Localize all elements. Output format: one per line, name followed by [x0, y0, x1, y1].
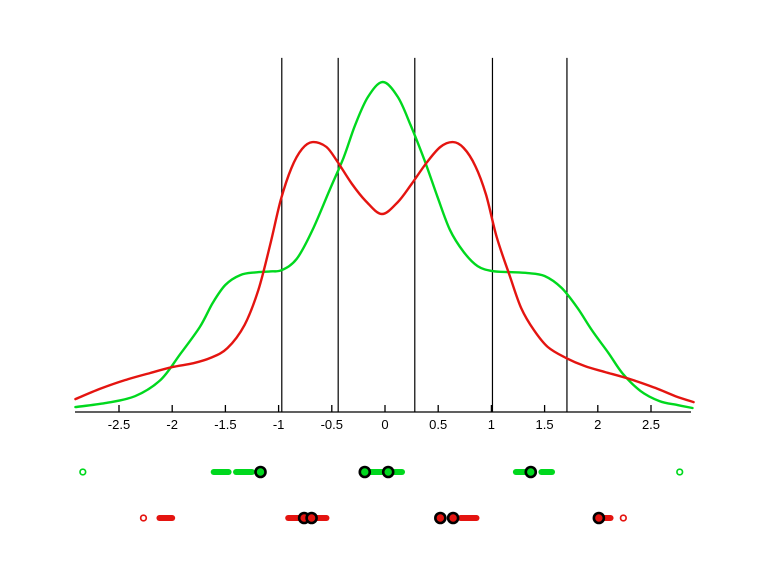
x-axis: -2.5 -2 -1.5 -1 -0.5 0 0.5 1 1.5 2 2.5 — [75, 405, 691, 432]
x-tick-label: 0.5 — [429, 417, 447, 432]
x-tick-label: 0 — [381, 417, 388, 432]
sample-dot — [676, 468, 684, 476]
highlighted-sample-dot — [434, 511, 447, 525]
x-tick-label: 1.5 — [536, 417, 554, 432]
decision-boundary-lines — [281, 57, 568, 412]
sample-dot — [139, 514, 148, 522]
highlighted-sample-dot — [524, 465, 538, 479]
x-tick-label: -2.5 — [108, 417, 130, 432]
x-tick-label: -2 — [166, 417, 178, 432]
highlighted-sample-dot — [358, 465, 372, 479]
highlighted-sample-dot — [381, 465, 395, 479]
red-samples-rug-row — [139, 511, 627, 525]
green-samples-rug-row — [79, 465, 684, 479]
highlighted-sample-dot — [305, 511, 318, 525]
x-tick-label: -0.5 — [321, 417, 343, 432]
sample-dot — [79, 468, 87, 476]
highlighted-sample-dot — [254, 465, 267, 479]
highlighted-sample-dot — [446, 511, 460, 525]
x-tick-label: -1.5 — [214, 417, 236, 432]
x-tick-label: 2 — [594, 417, 601, 432]
x-tick-label: 1 — [488, 417, 495, 432]
highlighted-sample-dot — [592, 511, 606, 525]
x-tick-label: -1 — [273, 417, 285, 432]
x-tick-label: 2.5 — [642, 417, 660, 432]
red-density-curve — [74, 140, 695, 404]
green-density-curve — [74, 80, 694, 410]
sample-dot — [619, 514, 627, 522]
